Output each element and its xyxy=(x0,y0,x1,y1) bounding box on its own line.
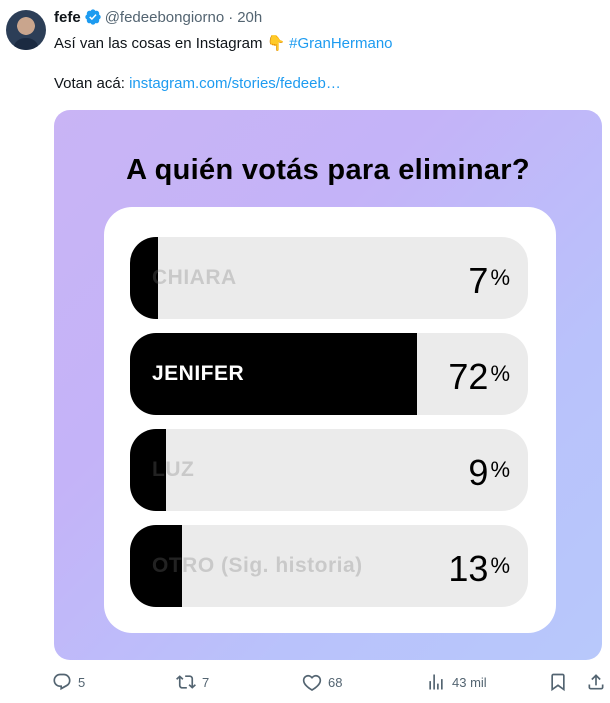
poll-option-percent: 9% xyxy=(468,452,510,493)
poll-option-otro: OTRO (Sig. historia) 13% xyxy=(130,525,528,607)
poll-title: A quién votás para eliminar? xyxy=(126,154,530,186)
retweet-icon xyxy=(176,675,196,689)
views-chart-icon xyxy=(429,674,443,690)
reply-count: 5 xyxy=(78,674,86,690)
avatar[interactable] xyxy=(6,10,46,50)
tweet-actions: 5 7 68 43 mil xyxy=(52,670,608,698)
story-link[interactable]: instagram.com/stories/fedeeb… xyxy=(129,75,341,92)
heart-icon xyxy=(302,674,322,691)
separator-dot: · xyxy=(228,8,234,26)
hashtag-link[interactable]: #GranHermano xyxy=(289,35,393,52)
retweet-button[interactable]: 7 xyxy=(176,672,209,692)
tweet-header: fefe @fedeebongiorno · 20h xyxy=(54,8,262,26)
views-button[interactable]: 43 mil xyxy=(426,672,487,692)
share-button[interactable] xyxy=(586,672,610,692)
tweet-text-line1: Así van las cosas en Instagram xyxy=(54,35,263,52)
like-count: 68 xyxy=(328,674,343,690)
poll-option-percent: 13% xyxy=(448,548,510,589)
share-icon xyxy=(588,674,604,690)
poll-option-percent: 7% xyxy=(468,260,510,301)
bookmark-icon xyxy=(551,673,565,692)
tweet-text: Así van las cosas en Instagram 👇 #GranHerm… xyxy=(54,34,594,94)
pointing-down-emoji: 👇 xyxy=(266,35,286,52)
reply-icon xyxy=(53,673,71,691)
poll-card: CHIARA 7% JENIFER 72% LUZ 9% OTRO (Sig. … xyxy=(104,207,556,633)
poll-bar-fill xyxy=(130,429,166,511)
poll-bar-fill xyxy=(130,333,417,415)
like-button[interactable]: 68 xyxy=(302,672,342,692)
poll-image[interactable]: A quién votás para eliminar? CHIARA 7% J… xyxy=(54,110,602,660)
poll-option-label: CHIARA xyxy=(152,266,237,289)
poll-option-label: JENIFER xyxy=(152,362,245,385)
poll-bar-fill xyxy=(130,525,182,607)
poll-option-label: OTRO (Sig. historia) xyxy=(152,554,363,577)
timestamp[interactable]: 20h xyxy=(237,8,263,26)
poll-bar-fill xyxy=(130,237,158,319)
retweet-count: 7 xyxy=(202,674,210,690)
bookmark-button[interactable] xyxy=(548,672,574,692)
verified-badge-icon xyxy=(85,9,101,25)
poll-option-chiara: CHIARA 7% xyxy=(130,237,528,319)
views-count: 43 mil xyxy=(452,674,487,690)
poll-option-luz: LUZ 9% xyxy=(130,429,528,511)
poll-option-label: LUZ xyxy=(152,458,195,481)
reply-button[interactable]: 5 xyxy=(52,672,85,692)
tweet-text-line2: Votan acá: xyxy=(54,75,125,92)
author-name[interactable]: fefe xyxy=(54,8,81,26)
poll-option-jenifer: JENIFER 72% xyxy=(130,333,528,415)
poll-option-percent: 72% xyxy=(448,356,510,397)
author-handle[interactable]: @fedeebongiorno xyxy=(104,8,225,26)
